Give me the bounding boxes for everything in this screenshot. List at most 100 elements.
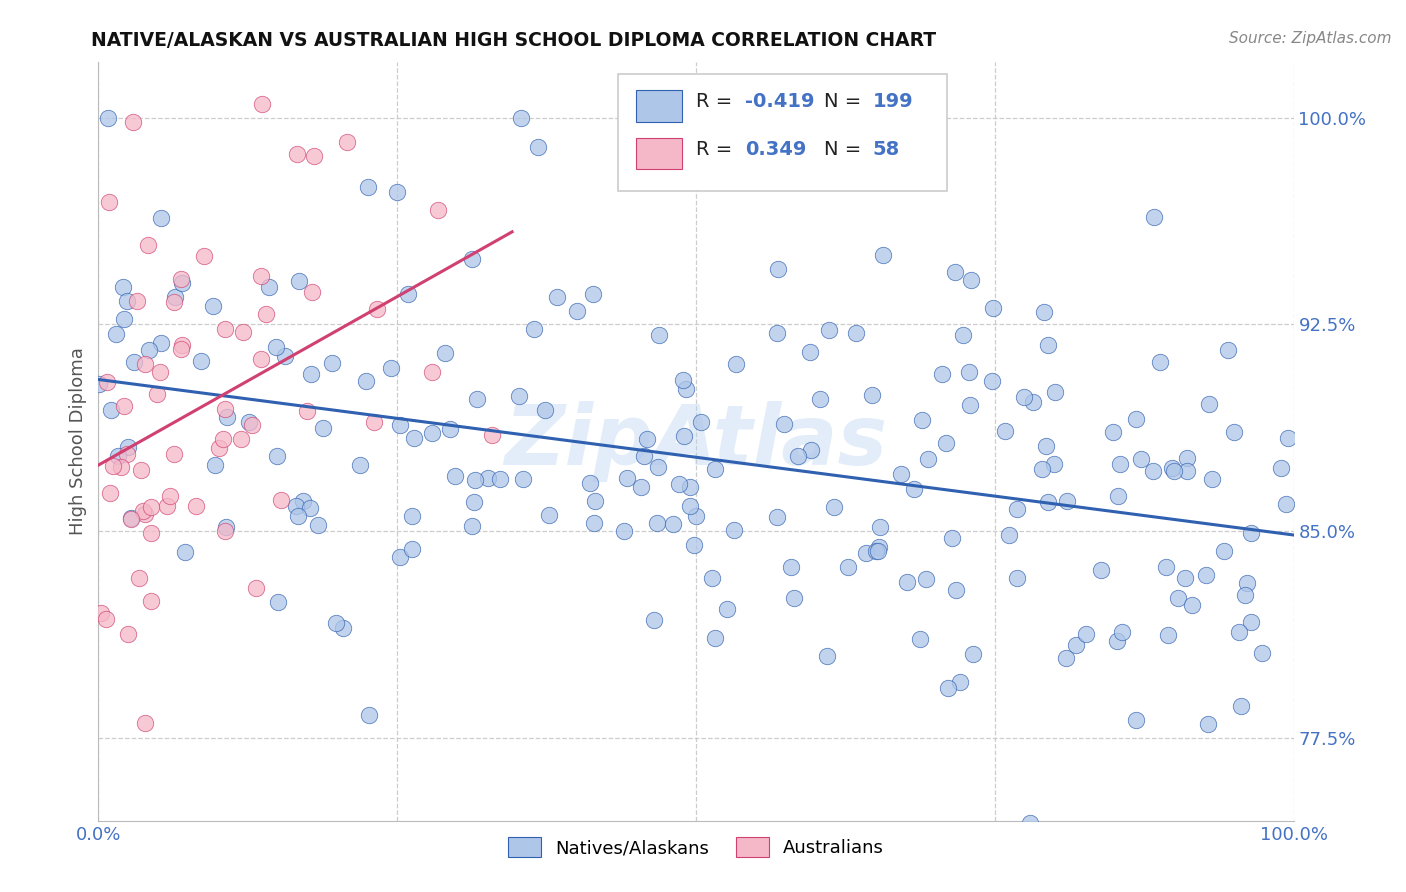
Point <box>274 349 297 363</box>
Point <box>915 572 938 586</box>
Point <box>1218 343 1240 357</box>
Point <box>1019 815 1042 830</box>
Text: -0.419: -0.419 <box>745 93 814 112</box>
Point <box>363 415 385 429</box>
Point <box>90 606 112 620</box>
Point <box>389 550 412 565</box>
Point <box>917 452 939 467</box>
Point <box>1175 450 1198 465</box>
Point <box>122 115 145 129</box>
Point <box>800 442 823 457</box>
Point <box>582 287 605 301</box>
Point <box>1198 397 1220 411</box>
Point <box>136 238 159 252</box>
Point <box>583 493 606 508</box>
Point <box>420 426 443 441</box>
Point <box>936 681 959 695</box>
Point <box>1197 716 1219 731</box>
Point <box>1229 699 1251 714</box>
Point <box>139 594 162 608</box>
Point <box>534 402 557 417</box>
Point <box>866 543 889 558</box>
Point <box>385 185 408 199</box>
Point <box>134 357 156 371</box>
Point <box>998 528 1021 542</box>
Point <box>1031 462 1053 476</box>
Point <box>908 632 931 647</box>
Point <box>766 261 789 276</box>
Point <box>426 203 449 218</box>
Point <box>724 357 747 371</box>
Point <box>481 428 503 442</box>
Point <box>291 494 314 508</box>
Point <box>815 649 838 664</box>
Point <box>115 294 138 309</box>
Point <box>204 458 226 472</box>
Point <box>890 467 912 481</box>
Point <box>685 509 707 524</box>
Point <box>396 286 419 301</box>
Point <box>434 345 457 359</box>
Point <box>1167 591 1189 606</box>
Point <box>647 459 669 474</box>
Point <box>245 581 267 595</box>
Point <box>163 294 186 309</box>
Point <box>679 499 702 513</box>
Point <box>149 365 172 379</box>
Point <box>679 480 702 494</box>
Point <box>214 524 236 539</box>
Text: R =: R = <box>696 93 738 112</box>
Point <box>170 343 193 357</box>
Y-axis label: High School Diploma: High School Diploma <box>69 348 87 535</box>
Point <box>159 489 181 503</box>
Point <box>943 265 966 279</box>
Point <box>211 432 233 446</box>
Point <box>512 472 534 486</box>
Point <box>107 450 129 464</box>
Point <box>193 249 215 263</box>
Point <box>312 420 335 434</box>
Point <box>112 399 135 413</box>
Point <box>299 367 322 381</box>
Point <box>799 345 821 359</box>
Point <box>1277 431 1299 445</box>
Point <box>389 417 412 432</box>
Point <box>808 392 831 407</box>
Point <box>1005 502 1028 516</box>
Point <box>325 615 347 630</box>
Text: N =: N = <box>824 140 868 159</box>
Point <box>931 367 953 381</box>
Point <box>860 387 883 401</box>
Point <box>1212 543 1234 558</box>
Point <box>1154 560 1177 574</box>
Point <box>122 355 145 369</box>
Legend: Natives/Alaskans, Australians: Natives/Alaskans, Australians <box>501 830 891 864</box>
Point <box>270 492 292 507</box>
Point <box>149 211 172 225</box>
Point <box>766 509 789 524</box>
Point <box>538 508 561 523</box>
Text: NATIVE/ALASKAN VS AUSTRALIAN HIGH SCHOOL DIPLOMA CORRELATION CHART: NATIVE/ALASKAN VS AUSTRALIAN HIGH SCHOOL… <box>91 31 936 50</box>
Point <box>307 517 329 532</box>
Text: 58: 58 <box>873 140 900 159</box>
Point <box>1234 588 1257 602</box>
Point <box>1043 457 1066 471</box>
Point <box>250 352 273 367</box>
Point <box>1043 385 1066 400</box>
Point <box>869 519 891 533</box>
Point <box>238 415 260 429</box>
Point <box>461 519 484 533</box>
Point <box>401 508 423 523</box>
Point <box>911 413 934 427</box>
Point <box>297 403 319 417</box>
Text: N =: N = <box>824 93 868 112</box>
Point <box>817 323 839 337</box>
Point <box>1160 460 1182 475</box>
Point <box>1125 713 1147 727</box>
Point <box>1181 598 1204 612</box>
Point <box>170 272 193 286</box>
Point <box>579 476 602 491</box>
Point <box>546 290 568 304</box>
Point <box>96 375 118 389</box>
Point <box>128 571 150 585</box>
